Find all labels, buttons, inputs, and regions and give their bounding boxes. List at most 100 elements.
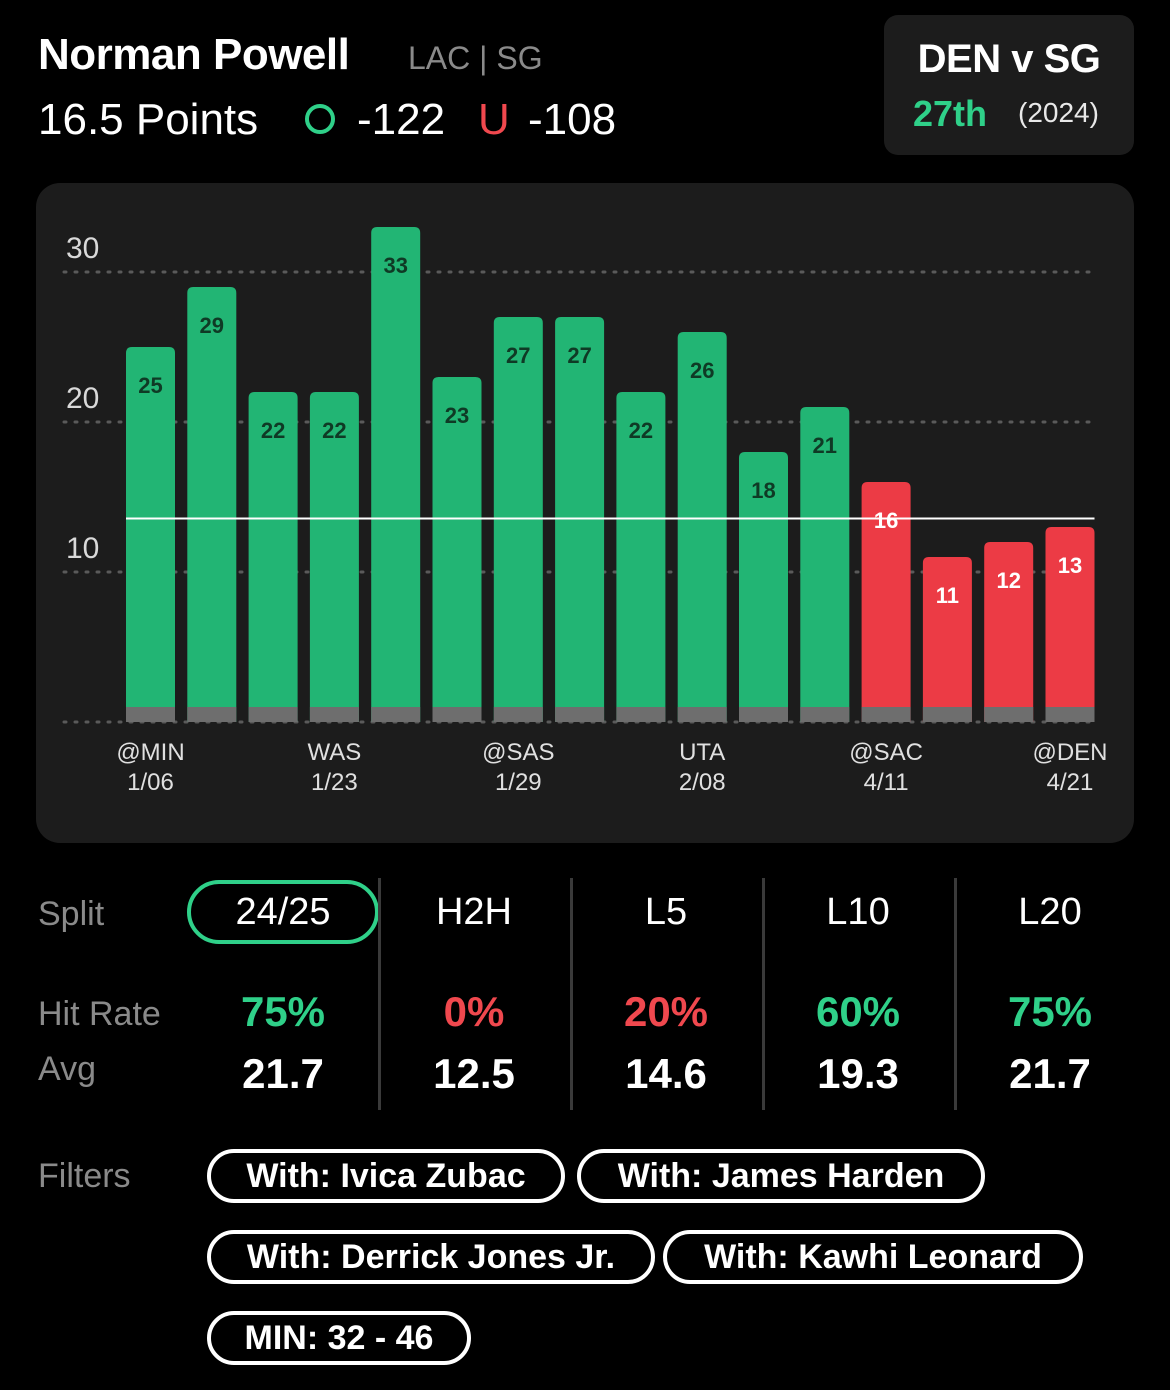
chart-bar — [126, 347, 175, 722]
bar-value-label: 25 — [138, 373, 162, 398]
bar-value-label: 21 — [813, 433, 837, 458]
x-tick-date: 1/06 — [127, 769, 174, 796]
under-odds[interactable]: -108 — [528, 95, 617, 144]
column-divider — [570, 878, 573, 1110]
tab-l5[interactable]: L5 — [644, 891, 688, 933]
filter-chip-jones[interactable]: With: Derrick Jones Jr. — [207, 1230, 655, 1284]
y-tick-label: 30 — [66, 232, 99, 265]
avg-l20: 21.7 — [1009, 1050, 1091, 1097]
tab-l10[interactable]: L10 — [826, 891, 890, 933]
bar-value-label: 27 — [567, 343, 591, 368]
bar-base-segment — [861, 707, 911, 722]
column-divider — [762, 878, 765, 1110]
x-tick-date: 1/29 — [495, 769, 542, 796]
bar-value-label: 26 — [690, 358, 714, 383]
bar-base-segment — [984, 707, 1034, 722]
chart-bar — [922, 557, 972, 722]
bar-value-label: 22 — [629, 418, 653, 443]
x-tick-opponent: @DEN — [1032, 739, 1107, 766]
filter-chip-harden[interactable]: With: James Harden — [577, 1149, 985, 1203]
under-u-icon: U — [478, 95, 510, 144]
chart-bar — [677, 332, 727, 722]
matchup-title: DEN v SG — [917, 37, 1101, 81]
chart-bar — [187, 287, 237, 722]
matchup-card[interactable]: DEN v SG 27th (2024) — [884, 15, 1134, 155]
x-tick-opponent: UTA — [679, 739, 725, 766]
bar-value-label: 22 — [322, 418, 346, 443]
bar-base-segment — [739, 707, 788, 722]
bar-base-segment — [248, 707, 298, 722]
bar-value-label: 18 — [751, 478, 775, 503]
x-tick-date: 4/21 — [1047, 769, 1094, 796]
bar-value-label: 12 — [996, 568, 1020, 593]
bar-value-label: 22 — [261, 418, 285, 443]
hit-rate-h2h: 0% — [443, 988, 505, 1035]
x-tick-opponent: WAS — [308, 739, 362, 766]
x-tick-date: 4/11 — [864, 769, 909, 796]
bar-base-segment — [371, 707, 421, 722]
filter-chip-minutes[interactable]: MIN: 32 - 46 — [207, 1311, 471, 1365]
bar-value-label: 23 — [445, 403, 469, 428]
over-odds[interactable]: -122 — [357, 95, 446, 144]
bar-base-segment — [922, 707, 972, 722]
tab-2425[interactable]: 24/25 — [187, 880, 379, 944]
bar-base-segment — [309, 707, 359, 722]
bar-value-label: 11 — [936, 583, 959, 608]
x-tick-date: 1/23 — [311, 769, 358, 796]
bar-base-segment — [677, 707, 727, 722]
avg-label: Avg — [38, 1050, 96, 1088]
bar-base-segment — [126, 707, 175, 722]
x-tick-opponent: @SAS — [482, 739, 554, 766]
filters-label: Filters — [38, 1157, 131, 1195]
y-tick-label: 10 — [66, 532, 99, 565]
prop-line: 16.5 Points — [38, 95, 259, 144]
avg-l10: 19.3 — [817, 1050, 899, 1097]
tab-h2h[interactable]: H2H — [435, 891, 513, 933]
hit-rate-label: Hit Rate — [38, 995, 161, 1033]
avg-2425: 21.7 — [242, 1050, 324, 1097]
chart-bar — [800, 407, 850, 722]
y-tick-label: 20 — [66, 382, 99, 415]
player-name: Norman Powell — [38, 30, 350, 79]
filter-chip-leonard[interactable]: With: Kawhi Leonard — [663, 1230, 1083, 1284]
hit-rate-l20: 75% — [1007, 988, 1093, 1035]
avg-h2h: 12.5 — [433, 1050, 515, 1097]
avg-l5: 14.6 — [625, 1050, 707, 1097]
x-tick-opponent: @SAC — [849, 739, 923, 766]
points-bar-chart: 10 20 30 25 29 22 22 33 23 27 27 22 26 18 21 16 11 12 13 @M… — [62, 227, 1108, 796]
bar-base-segment — [555, 707, 605, 722]
x-tick-date: 2/08 — [679, 769, 726, 796]
chart-bar — [616, 392, 666, 722]
bar-value-label: 29 — [200, 313, 224, 338]
x-tick-opponent: @MIN — [116, 739, 184, 766]
bar-value-label: 33 — [383, 253, 407, 278]
chart-bar — [309, 392, 359, 722]
bar-value-label: 13 — [1058, 553, 1082, 578]
chart-bar — [1045, 527, 1095, 722]
bar-value-label: 16 — [874, 508, 898, 533]
hit-rate-l5: 20% — [623, 988, 709, 1035]
split-label: Split — [38, 895, 105, 933]
column-divider — [954, 878, 957, 1110]
hit-rate-2425: 75% — [240, 988, 326, 1035]
chart-bar — [861, 482, 911, 722]
bar-value-label: 27 — [506, 343, 530, 368]
team-position: LAC | SG — [408, 40, 543, 76]
over-circle-icon — [305, 104, 335, 134]
bar-base-segment — [800, 707, 850, 722]
chart-bar — [248, 392, 298, 722]
matchup-rank: 27th — [913, 93, 988, 134]
bar-base-segment — [1045, 707, 1095, 722]
tab-l20[interactable]: L20 — [1018, 891, 1082, 933]
bar-base-segment — [493, 707, 543, 722]
bar-base-segment — [432, 707, 482, 722]
bar-base-segment — [187, 707, 237, 722]
matchup-year: (2024) — [1018, 97, 1099, 128]
chart-bar — [371, 227, 421, 722]
column-divider — [378, 878, 381, 1110]
hit-rate-l10: 60% — [815, 988, 901, 1035]
bar-base-segment — [616, 707, 666, 722]
filter-chip-zubac[interactable]: With: Ivica Zubac — [207, 1149, 565, 1203]
chart-bar — [432, 377, 482, 722]
chart-bar — [984, 542, 1034, 722]
